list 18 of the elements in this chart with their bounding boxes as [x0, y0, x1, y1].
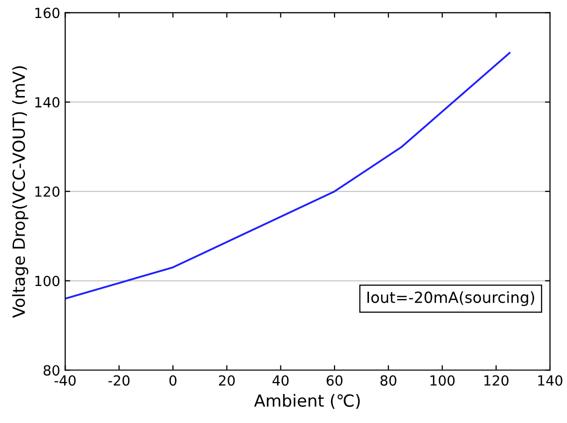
y-axis-title: Voltage Drop(VCC-VOUT) (mV) — [12, 66, 28, 318]
x-tick-label: -40 — [54, 375, 76, 386]
y-tick-label: 100 — [35, 276, 60, 286]
y-tick-label: 80 — [44, 365, 60, 376]
x-tick-label: 40 — [272, 375, 289, 386]
x-tick-label: 60 — [326, 375, 342, 386]
y-tick-label: 160 — [35, 8, 60, 18]
x-tick-label: 120 — [484, 375, 508, 386]
y-tick-label: 140 — [35, 97, 60, 108]
x-tick-label: 100 — [430, 375, 455, 386]
x-axis-title: Ambient (℃) — [254, 394, 360, 409]
x-tick-label: 0 — [169, 375, 176, 386]
annotation: Iout=-20mA(sourcing) — [367, 291, 534, 306]
x-tick-label: 20 — [218, 375, 235, 386]
x-tick-label: -20 — [108, 375, 130, 386]
y-tick-label: 120 — [35, 186, 60, 197]
x-tick-label: 80 — [380, 375, 396, 386]
x-tick-label: 140 — [538, 375, 562, 386]
